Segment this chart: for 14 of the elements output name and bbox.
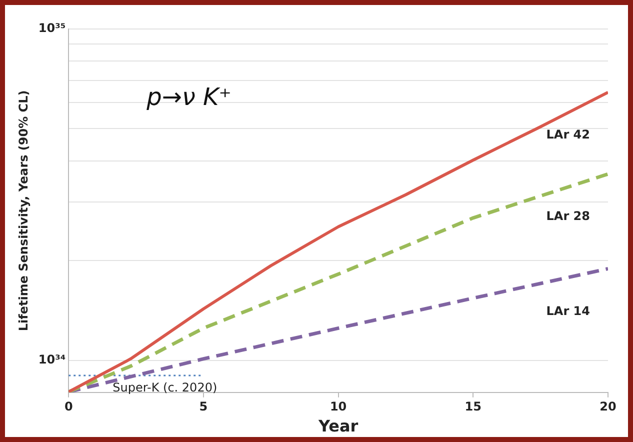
annotation: p→ν K⁺ — [146, 83, 232, 112]
x-axis-title: Year — [317, 416, 358, 436]
series-label: LAr 42 — [546, 127, 590, 142]
y-tick-label: 10³⁵ — [38, 21, 66, 36]
y-axis-title: Lifetime Sensitivity, Years (90% CL) — [16, 90, 30, 332]
y-tick-label: 10³⁴ — [38, 352, 66, 366]
x-tick-label: 0 — [64, 400, 73, 414]
x-tick-label: 5 — [199, 400, 208, 414]
x-tick-label: 10 — [330, 400, 347, 414]
series-label: LAr 28 — [546, 209, 590, 224]
series-label: LAr 14 — [546, 304, 590, 318]
x-tick-label: 15 — [464, 400, 482, 414]
series-label: Super-K (c. 2020) — [112, 380, 218, 395]
x-tick-label: 20 — [600, 400, 616, 414]
